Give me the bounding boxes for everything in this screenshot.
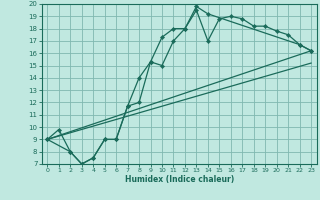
X-axis label: Humidex (Indice chaleur): Humidex (Indice chaleur) (124, 175, 234, 184)
